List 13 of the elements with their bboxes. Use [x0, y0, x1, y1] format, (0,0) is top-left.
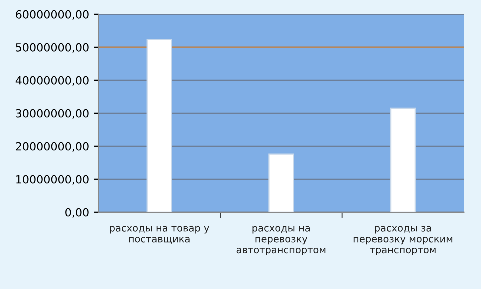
x-tick-label: расходы на перевозку автотранспортом [236, 226, 326, 256]
bar [268, 154, 294, 212]
bar [146, 38, 172, 212]
y-tick-label: 0,00 [66, 208, 89, 218]
y-tick-label: 40000000,00 [16, 76, 89, 86]
y-tick-label: 50000000,00 [16, 43, 89, 53]
bar [390, 108, 416, 212]
y-tick-label: 10000000,00 [16, 175, 89, 185]
y-tick-label: 60000000,00 [16, 10, 89, 20]
x-tick-label: расходы на товар у поставщика [110, 226, 210, 244]
y-tick-label: 30000000,00 [16, 109, 89, 119]
x-tick-label: расходы за перевозку морским транспортом [354, 226, 453, 256]
y-tick-label: 20000000,00 [16, 142, 89, 152]
